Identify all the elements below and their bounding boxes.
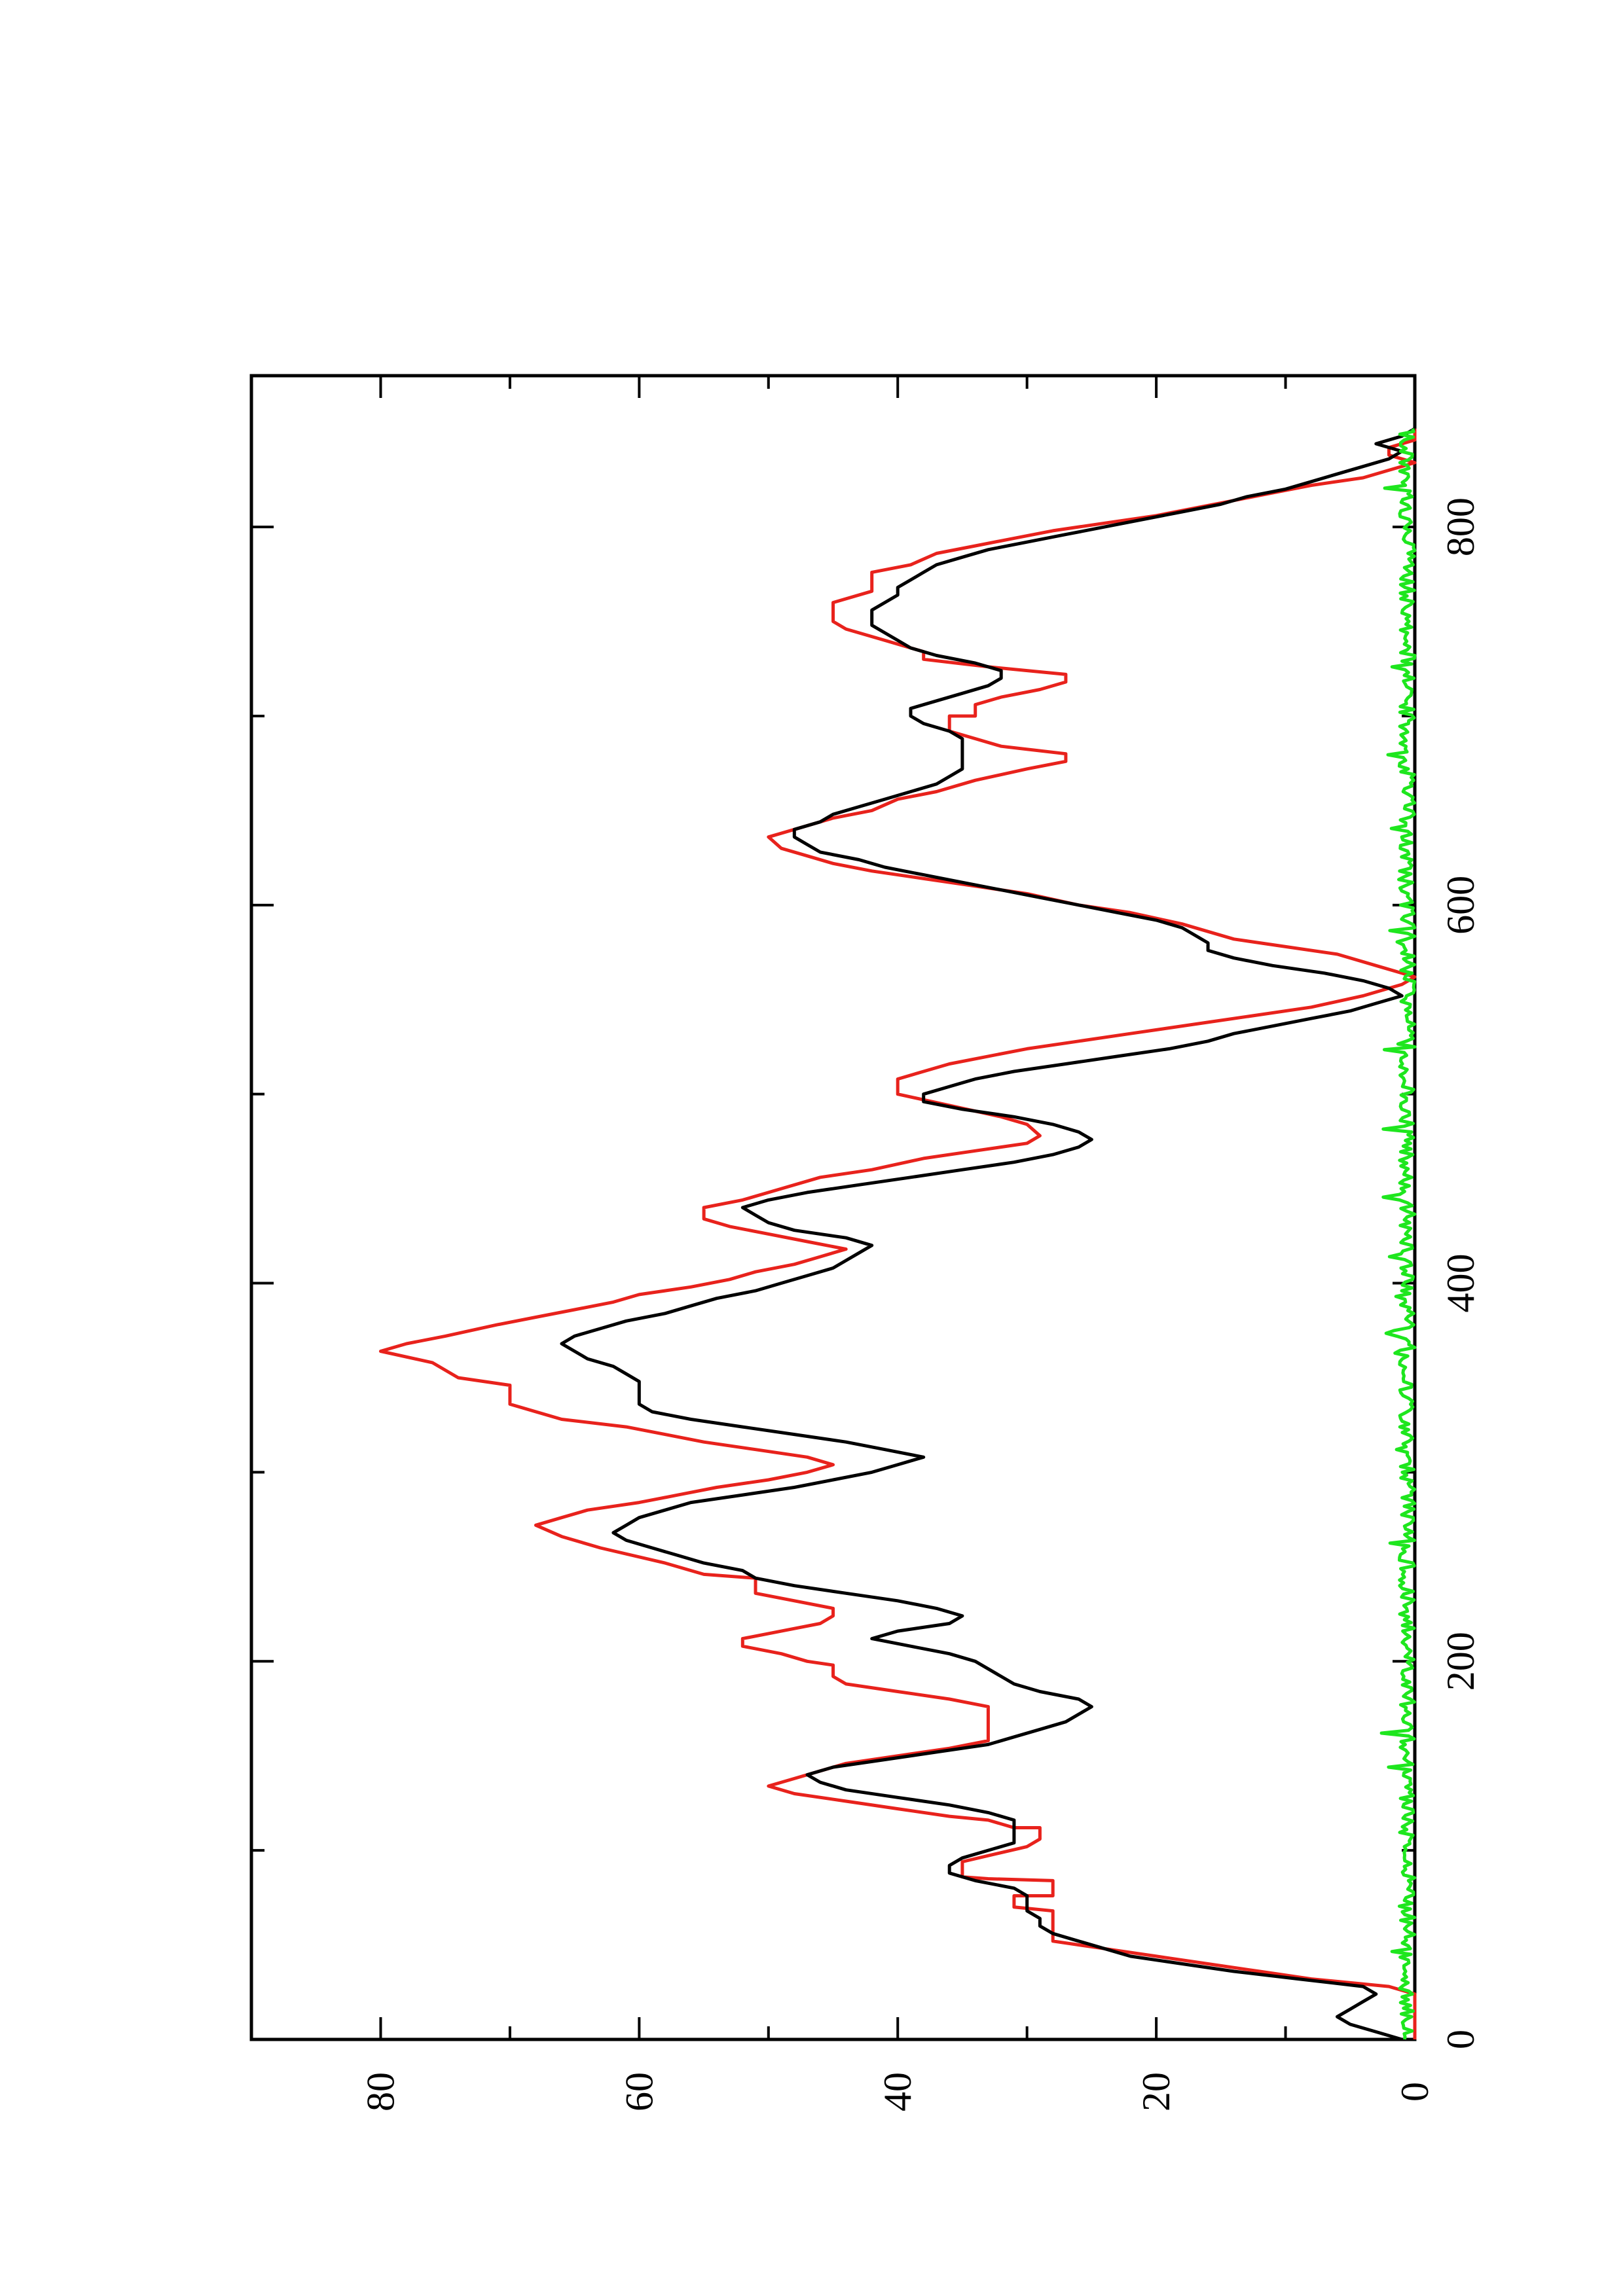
plot-frame — [249, 374, 1417, 2041]
y-tick-label: 40 — [876, 2072, 919, 2111]
y-tick-label: 60 — [617, 2072, 661, 2111]
x-tick-label: 600 — [1439, 876, 1482, 935]
x-tick-label: 400 — [1439, 1254, 1482, 1313]
axis-tick-labels: 0 200 400 600 800 0 20 40 60 80 — [359, 497, 1482, 2111]
x-tick-label: 200 — [1439, 1632, 1482, 1691]
series-line-3 — [1379, 428, 1417, 2040]
series-line-2 — [560, 427, 1416, 2041]
series-layer — [378, 427, 1417, 2041]
y-tick-label: 80 — [359, 2072, 402, 2111]
x-tick-label: 800 — [1439, 497, 1482, 556]
y-tick-label: 20 — [1135, 2072, 1178, 2111]
x-tick-label: 0 — [1439, 2030, 1482, 2049]
y-tick-label: 0 — [1393, 2082, 1436, 2102]
axis-ticks — [251, 376, 1416, 2041]
